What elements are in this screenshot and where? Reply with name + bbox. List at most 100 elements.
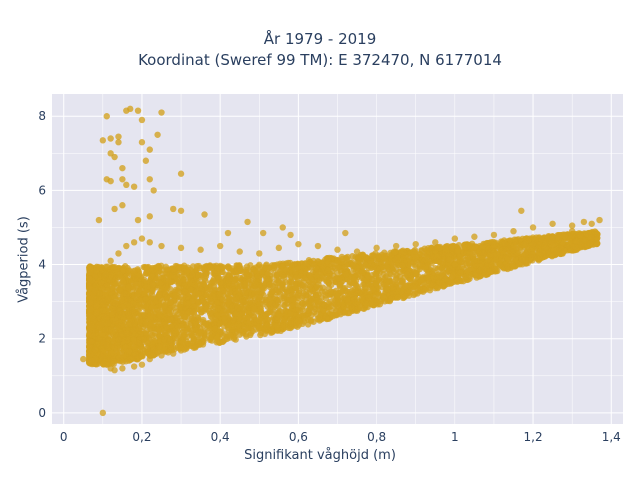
scatter-point bbox=[151, 332, 158, 339]
scatter-point bbox=[389, 290, 397, 297]
scatter-point bbox=[93, 302, 100, 309]
scatter-point bbox=[342, 308, 349, 316]
scatter-point bbox=[164, 307, 171, 314]
scatter-point bbox=[202, 286, 210, 294]
scatter-point bbox=[152, 298, 159, 305]
scatter-point bbox=[458, 258, 466, 266]
scatter-point bbox=[155, 319, 162, 326]
scatter-point bbox=[317, 275, 324, 282]
scatter-point bbox=[307, 317, 315, 325]
scatter-point bbox=[112, 317, 120, 324]
scatter-point bbox=[465, 259, 473, 267]
scatter-point bbox=[449, 267, 456, 274]
scatter-point bbox=[282, 279, 289, 286]
scatter-point bbox=[149, 281, 156, 288]
scatter-point bbox=[268, 288, 276, 295]
scatter-point bbox=[424, 262, 431, 270]
scatter-point bbox=[181, 287, 188, 295]
scatter-point bbox=[287, 310, 294, 317]
scatter-point bbox=[219, 296, 226, 303]
scatter-point bbox=[365, 294, 372, 301]
scatter-point bbox=[471, 244, 479, 251]
scatter-point bbox=[167, 343, 175, 351]
scatter-point bbox=[190, 303, 198, 310]
scatter-point bbox=[157, 326, 165, 334]
scatter-point bbox=[216, 291, 223, 298]
scatter-point bbox=[134, 339, 142, 346]
scatter-point bbox=[402, 293, 409, 300]
scatter-point bbox=[141, 276, 148, 284]
scatter-point bbox=[334, 299, 341, 306]
scatter-point bbox=[282, 307, 289, 315]
scatter-point bbox=[375, 291, 383, 298]
scatter-point bbox=[251, 290, 258, 297]
scatter-point bbox=[126, 302, 134, 310]
scatter-point bbox=[383, 278, 390, 286]
scatter-point bbox=[458, 263, 466, 270]
scatter-point bbox=[178, 323, 185, 330]
scatter-point bbox=[412, 261, 419, 268]
scatter-point bbox=[257, 305, 264, 312]
scatter-point bbox=[118, 311, 126, 318]
scatter-point bbox=[219, 263, 227, 271]
scatter-point bbox=[264, 270, 272, 278]
scatter-point bbox=[183, 345, 190, 352]
scatter-point bbox=[175, 264, 183, 272]
scatter-point bbox=[161, 302, 168, 310]
scatter-point bbox=[214, 334, 221, 342]
scatter-point bbox=[370, 286, 377, 293]
scatter-point bbox=[239, 305, 247, 312]
scatter-point bbox=[394, 294, 401, 301]
scatter-point bbox=[301, 315, 309, 322]
scatter-point bbox=[138, 352, 145, 360]
scatter-point bbox=[275, 299, 282, 306]
scatter-point bbox=[415, 285, 423, 293]
scatter-point bbox=[263, 297, 270, 304]
scatter-point bbox=[142, 319, 149, 327]
scatter-point bbox=[213, 299, 221, 306]
scatter-point bbox=[122, 343, 129, 351]
scatter-point bbox=[149, 287, 156, 295]
scatter-point bbox=[130, 343, 137, 350]
scatter-point bbox=[300, 290, 307, 297]
scatter-point bbox=[99, 307, 107, 314]
scatter-point bbox=[273, 288, 280, 296]
scatter-point bbox=[542, 244, 549, 252]
scatter-point bbox=[242, 297, 249, 304]
scatter-point bbox=[163, 324, 170, 331]
scatter-point bbox=[172, 334, 179, 342]
scatter-point bbox=[143, 326, 151, 334]
scatter-point bbox=[275, 277, 282, 284]
scatter-point bbox=[86, 312, 93, 320]
scatter-point bbox=[289, 291, 297, 298]
scatter-point bbox=[101, 313, 108, 321]
scatter-point bbox=[268, 300, 276, 307]
scatter-point bbox=[125, 321, 133, 328]
scatter-point bbox=[397, 281, 405, 288]
scatter-point bbox=[115, 354, 123, 361]
scatter-point bbox=[265, 326, 272, 334]
scatter-point bbox=[256, 294, 263, 301]
scatter-point bbox=[293, 273, 301, 281]
scatter-point bbox=[354, 306, 361, 313]
scatter-point bbox=[281, 316, 288, 323]
scatter-point bbox=[368, 260, 375, 267]
scatter-point bbox=[316, 314, 323, 321]
chart-title-line-1: År 1979 - 2019 bbox=[263, 30, 377, 48]
scatter-point bbox=[330, 312, 337, 320]
scatter-point bbox=[319, 284, 327, 291]
scatter-point bbox=[308, 311, 315, 319]
scatter-point bbox=[456, 269, 464, 277]
scatter-point bbox=[501, 240, 508, 247]
scatter-point bbox=[97, 279, 105, 286]
scatter-point bbox=[137, 334, 145, 341]
scatter-point bbox=[438, 270, 446, 278]
scatter-point bbox=[158, 262, 165, 270]
scatter-point bbox=[362, 300, 370, 308]
scatter-point bbox=[118, 331, 125, 338]
scatter-point bbox=[442, 245, 449, 252]
scatter-point bbox=[250, 313, 258, 320]
scatter-point bbox=[106, 326, 114, 333]
scatter-point bbox=[167, 322, 175, 330]
scatter-point bbox=[87, 306, 95, 313]
